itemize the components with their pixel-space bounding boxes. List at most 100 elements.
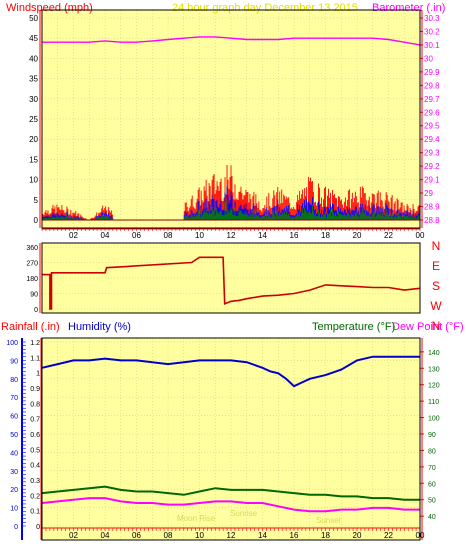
climate-plot-frame [41, 337, 421, 541]
temperature-tick-label: 50 [428, 498, 436, 505]
wind-x-tick-label: 02 [69, 231, 78, 240]
climate-x-tick-label: 08 [164, 531, 173, 540]
rainfall-axis-title: Rainfall (.in) [1, 321, 60, 333]
windspeed-tick-label: 40 [29, 54, 38, 63]
rainfall-tick-label: 0 [36, 524, 40, 531]
windspeed-tick-label: 45 [29, 34, 38, 43]
humidity-tick-label: 60 [10, 414, 18, 421]
barometer-line [42, 36, 421, 46]
temperature-tick-label: 110 [428, 399, 439, 406]
wind-x-tick-label: 16 [290, 231, 299, 240]
temperature-tick-label: 140 [428, 350, 440, 357]
climate-x-tick-label: 12 [227, 531, 236, 540]
climate-x-tick-label: 10 [195, 531, 204, 540]
windspeed-tick-label: 30 [29, 95, 38, 104]
barometer-tick-label: 29.4 [424, 135, 440, 144]
humidity-tick-label: 90 [10, 358, 18, 365]
barometer-tick-label: 30.3 [424, 14, 440, 23]
compass-label: N [432, 319, 441, 333]
compass-label: W [430, 299, 442, 313]
wind-plot-frame [41, 9, 421, 229]
humidity-line [41, 355, 420, 388]
direction-plot-frame [41, 242, 421, 314]
wind-x-tick-label: 08 [164, 231, 173, 240]
humidity-tick-label: 70 [10, 395, 18, 402]
dewpoint-axis-title: Dew Point (°F) [392, 321, 464, 333]
direction-tick-label: 270 [26, 261, 38, 268]
rainfall-tick-label: 0.9 [30, 386, 40, 393]
compass-label: N [432, 239, 441, 253]
humidity-tick-label: 30 [10, 469, 18, 476]
windspeed-tick-label: 5 [34, 196, 39, 205]
temperature-line [41, 485, 420, 501]
chart-title: 24 hour graph day December 13 2015 [172, 2, 358, 14]
temperature-tick-label: 80 [428, 448, 436, 455]
barometer-tick-label: 29.7 [424, 95, 440, 104]
humidity-tick-label: 10 [10, 506, 18, 513]
barometer-tick-label: 28.8 [424, 216, 440, 225]
barometer-tick-label: 29.5 [424, 122, 440, 131]
temperature-tick-label: 100 [428, 416, 440, 423]
climate-x-tick-label: 20 [353, 531, 362, 540]
rainfall-tick-label: 0.8 [30, 401, 40, 408]
climate-x-tick-label: 02 [69, 531, 78, 540]
temperature-tick-label: 70 [428, 465, 436, 472]
climate-x-tick-label: 18 [321, 531, 330, 540]
rainfall-tick-label: 0.6 [30, 432, 40, 439]
rainfall-tick-label: 1 [36, 371, 40, 378]
direction-tick-label: 90 [30, 292, 38, 299]
rainfall-tick-label: 0.3 [30, 478, 40, 485]
temperature-tick-label: 130 [428, 366, 440, 373]
barometer-tick-label: 29 [424, 189, 433, 198]
windspeed-axis-title: Windspeed (mph) [6, 2, 93, 14]
direction-tick-label: 180 [26, 276, 38, 283]
sunrise-label: Sunrise [230, 509, 258, 518]
barometer-tick-label: 28.9 [424, 203, 440, 212]
humidity-axis-title: Humidity (%) [68, 321, 131, 333]
climate-x-tick-label: 16 [290, 531, 299, 540]
barometer-tick-label: 29.2 [424, 162, 440, 171]
wind-x-tick-label: 20 [353, 231, 362, 240]
climate-x-tick-label: 04 [101, 531, 110, 540]
wind-x-tick-label: 12 [227, 231, 236, 240]
windspeed-tick-label: 0 [34, 216, 39, 225]
temperature-tick-label: 40 [428, 514, 436, 521]
wind-x-tick-label: 06 [132, 231, 141, 240]
humidity-tick-label: 20 [10, 487, 18, 494]
humidity-tick-label: 40 [10, 450, 18, 457]
wind-x-tick-label: 10 [195, 231, 204, 240]
temperature-tick-label: 90 [428, 432, 436, 439]
humidity-tick-label: 0 [14, 524, 18, 531]
sunset-label: Sunset [316, 516, 342, 525]
rainfall-tick-label: 0.5 [30, 447, 40, 454]
barometer-tick-label: 29.8 [424, 81, 440, 90]
compass-label: E [432, 259, 440, 273]
dewpoint-line [41, 497, 420, 513]
direction-tick-label: 0 [34, 307, 38, 314]
humidity-tick-label: 100 [6, 340, 18, 347]
windspeed-tick-label: 10 [29, 176, 38, 185]
windspeed-tick-label: 20 [29, 135, 38, 144]
temperature-axis-title: Temperature (°F) [312, 321, 395, 333]
climate-x-tick-label: 14 [258, 531, 267, 540]
wind-x-tick-label: 22 [384, 231, 393, 240]
barometer-axis-title: Barometer (.in) [372, 2, 445, 14]
wind-x-tick-label: 04 [101, 231, 110, 240]
direction-tick-label: 360 [26, 245, 38, 252]
barometer-tick-label: 30.2 [424, 27, 440, 36]
barometer-tick-label: 29.9 [424, 68, 440, 77]
climate-x-tick-label: 22 [384, 531, 393, 540]
humidity-tick-label: 80 [10, 377, 18, 384]
wind-direction-line [42, 256, 421, 310]
compass-label: S [432, 279, 440, 293]
rainfall-tick-label: 1.2 [30, 340, 40, 347]
wind-x-tick-label: 00 [416, 231, 425, 240]
wind-x-tick-label: 14 [258, 231, 267, 240]
climate-x-tick-label: 06 [132, 531, 141, 540]
barometer-tick-label: 30 [424, 54, 433, 63]
barometer-tick-label: 29.1 [424, 176, 440, 185]
rainfall-tick-label: 1.1 [30, 355, 40, 362]
temperature-tick-label: 120 [428, 383, 440, 390]
wind-x-tick-label: 18 [321, 231, 330, 240]
